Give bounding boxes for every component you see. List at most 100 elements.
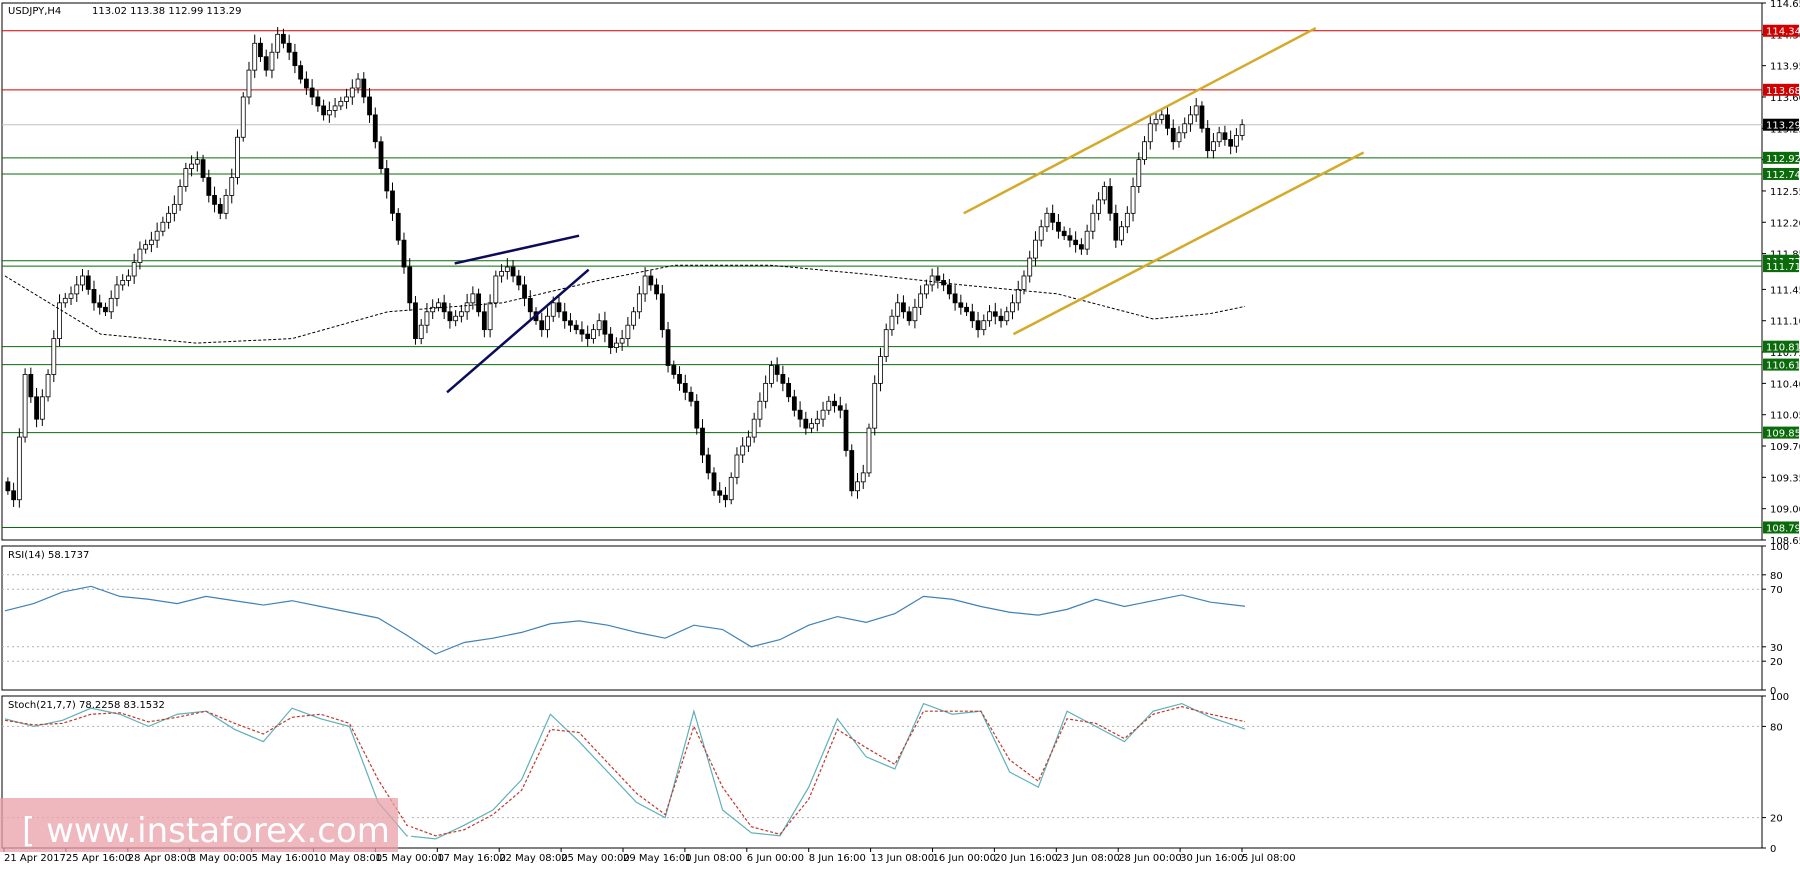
x-tick-label: 20 Jun 16:00: [994, 853, 1058, 864]
candle-body: [705, 454, 711, 474]
candle-body: [935, 275, 941, 281]
candle-body: [992, 311, 998, 317]
candle-body: [120, 280, 126, 286]
candle-body: [860, 472, 866, 483]
candle-body: [1078, 244, 1084, 250]
x-tick-label: 15 May 00:00: [375, 853, 444, 864]
candle-body: [1233, 135, 1239, 147]
candle-body: [91, 288, 97, 304]
y-tick-label: 113.95: [1770, 62, 1800, 73]
rsi-label: RSI(14) 58.1737: [8, 550, 89, 561]
stochastic-pane[interactable]: 100 80 20 0 Stoch(21,7,7) 78.2258 83.1532: [1, 692, 1789, 855]
y-tick-label: 0: [1770, 844, 1776, 855]
y-tick-label: 111.45: [1770, 285, 1800, 296]
x-tick-label: 16 Jun 00:00: [933, 853, 997, 864]
candle-body: [987, 311, 992, 322]
candle-body: [734, 454, 740, 478]
level-label: 111.71: [1766, 262, 1800, 273]
candle-body: [1222, 132, 1228, 140]
candle-body: [45, 374, 51, 398]
candle-body: [1067, 235, 1073, 241]
candle-body: [527, 297, 533, 313]
candle-body: [786, 382, 792, 398]
candle-body: [85, 275, 91, 290]
candle-body: [229, 177, 235, 196]
candle-body: [126, 275, 131, 281]
candle-body: [401, 239, 407, 268]
candle-body: [677, 374, 682, 384]
y-tick-label: 111.10: [1770, 317, 1800, 328]
y-tick-label: 110.75: [1770, 348, 1800, 359]
level-label: 109.85: [1766, 429, 1800, 440]
candle-body: [1147, 123, 1153, 143]
candle-body: [68, 293, 74, 299]
candle-body: [97, 302, 103, 308]
candle-body: [843, 409, 849, 451]
candle-body: [384, 168, 390, 192]
watermark-background: [0, 798, 398, 852]
candle-body: [378, 141, 384, 169]
ohlc-values: 113.02 113.38 112.99 113.29: [92, 6, 242, 17]
candle-body: [969, 311, 975, 322]
candle-body: [602, 320, 608, 335]
candle-body: [608, 333, 614, 348]
candle-body: [751, 418, 757, 438]
candle-body: [550, 302, 556, 317]
candle-body: [493, 275, 499, 304]
candle-body: [217, 203, 223, 214]
candle-body: [74, 284, 80, 295]
candle-body: [1015, 288, 1021, 304]
candle-body: [1176, 132, 1182, 143]
candle-body: [1130, 186, 1136, 214]
candle-body: [1107, 186, 1113, 214]
trendline: [446, 268, 590, 394]
candle-body: [981, 320, 987, 331]
candle-body: [22, 374, 28, 438]
candle-body: [332, 105, 338, 111]
candle-body: [481, 311, 487, 331]
candle-body: [281, 33, 286, 44]
candle-body: [1216, 132, 1222, 143]
candle-body: [464, 302, 470, 313]
pane-frame: [1, 2, 1763, 541]
candle-body: [212, 195, 217, 205]
candle-body: [1021, 275, 1027, 290]
level-badge: [1763, 358, 1799, 371]
stoch-label: Stoch(21,7,7) 78.2258 83.1532: [8, 700, 165, 711]
candle-body: [510, 266, 516, 277]
level-badge: [1763, 83, 1799, 96]
x-tick-label: 17 May 16:00: [437, 853, 506, 864]
candle-body: [57, 302, 62, 340]
candle-body: [579, 329, 585, 335]
candle-body: [286, 42, 292, 53]
candle-body: [556, 302, 562, 313]
rsi-pane[interactable]: 100 80 70 30 20 0 RSI(14) 58.1737: [1, 542, 1789, 697]
candle-body: [34, 396, 39, 420]
level-badge: [1763, 167, 1799, 180]
candle-body: [866, 427, 872, 474]
candle-body: [975, 320, 981, 331]
candle-body: [774, 365, 780, 375]
candle-body: [573, 324, 579, 331]
level-label: 108.79: [1766, 523, 1800, 534]
candle-body: [269, 51, 275, 71]
level-badge: [1763, 151, 1799, 164]
candle-body: [189, 163, 194, 169]
candle-body: [562, 311, 568, 322]
candle-body: [1010, 302, 1015, 313]
candle-body: [154, 230, 160, 241]
price-pane[interactable]: 114.65114.30113.95113.60113.25112.90112.…: [1, 0, 1800, 547]
candle-body: [1061, 230, 1067, 237]
candle-body: [688, 391, 694, 402]
candles: [5, 27, 1245, 508]
candle-body: [1239, 124, 1245, 136]
candle-body: [958, 302, 964, 308]
candle-body: [642, 275, 648, 295]
candle-body: [1050, 212, 1056, 223]
level-label: 114.34: [1766, 27, 1800, 38]
x-tick-label: 8 Jun 16:00: [809, 853, 866, 864]
candle-body: [648, 275, 654, 286]
y-tick-label: 114.65: [1770, 0, 1800, 10]
candle-body: [240, 96, 246, 138]
y-tick-label: 112.20: [1770, 218, 1800, 229]
